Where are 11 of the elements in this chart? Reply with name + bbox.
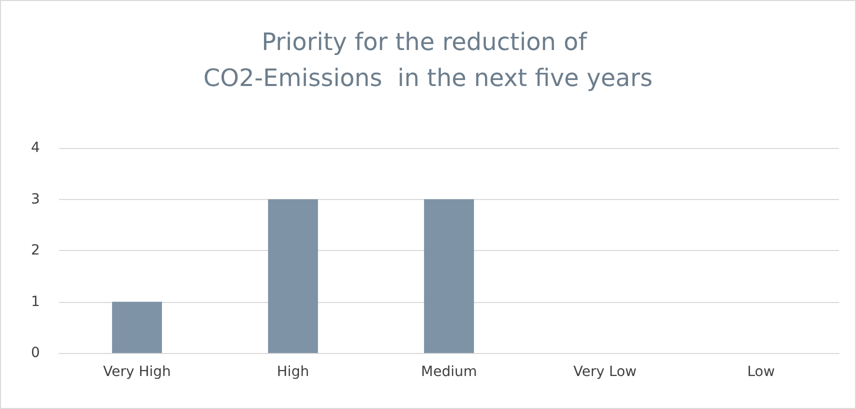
x-tick-label: High: [276, 364, 310, 380]
chart-title: Priority for the reduction of CO2-Emissions in the next five years: [203, 28, 653, 92]
x-tick-label: Very High: [103, 364, 171, 380]
x-tick-label: Low: [747, 364, 775, 380]
y-tick-label: 0: [31, 345, 40, 361]
y-tick-label: 3: [31, 191, 40, 208]
y-tick-label: 1: [31, 294, 40, 310]
x-tick-label: Medium: [421, 364, 477, 380]
y-tick-label: 4: [31, 140, 40, 156]
x-tick-label: Very Low: [573, 364, 637, 380]
y-tick-label: 2: [31, 242, 40, 258]
